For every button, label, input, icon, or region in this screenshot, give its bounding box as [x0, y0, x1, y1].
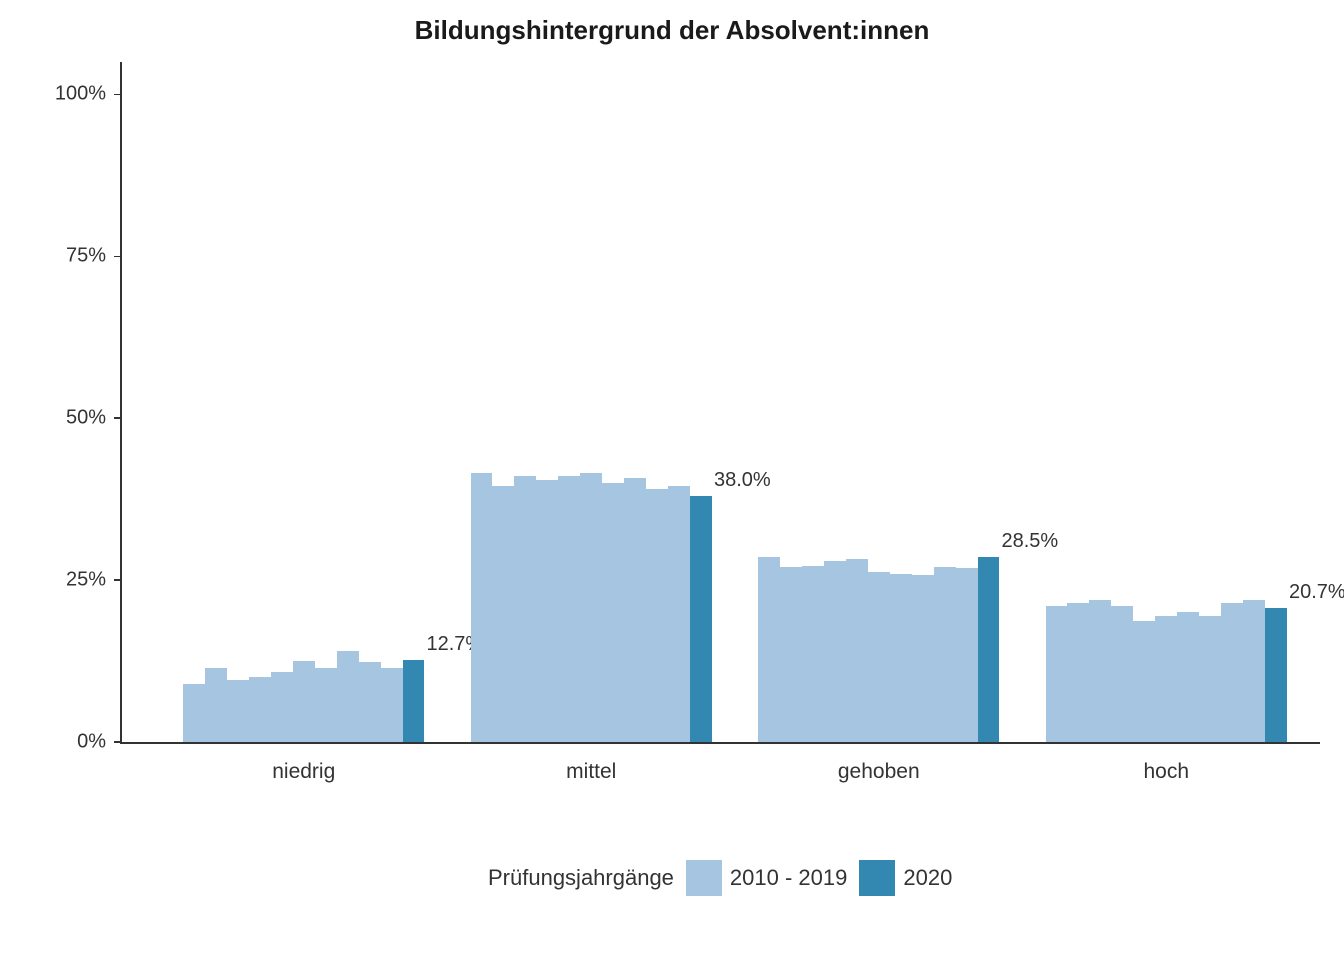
- y-axis-line: [120, 62, 122, 742]
- bar-historical: [646, 489, 668, 742]
- legend-item: 2010 - 2019: [686, 860, 847, 896]
- bar-historical: [492, 486, 514, 742]
- legend-item: 2020: [859, 860, 952, 896]
- bar-historical: [1243, 600, 1265, 742]
- chart-container: Bildungshintergrund der Absolvent:innen …: [0, 0, 1344, 960]
- legend-label: 2010 - 2019: [730, 865, 847, 891]
- bar-value-label: 38.0%: [714, 469, 771, 492]
- bar-current: [978, 557, 1000, 742]
- bar-historical: [249, 677, 271, 742]
- bar-historical: [1067, 603, 1089, 742]
- y-tick-label: 50%: [66, 407, 106, 430]
- bar-historical: [624, 478, 646, 742]
- y-tick-mark: [114, 256, 120, 258]
- plot-area: 0%25%50%75%100%12.7%niedrig38.0%mittel28…: [120, 62, 1320, 742]
- bar-historical: [602, 483, 624, 742]
- legend: Prüfungsjahrgänge 2010 - 2019 2020: [488, 860, 952, 896]
- bar-historical: [802, 566, 824, 742]
- bar-historical: [1133, 621, 1155, 742]
- bar-historical: [471, 473, 493, 742]
- bar-historical: [1111, 606, 1133, 742]
- x-tick-label: mittel: [566, 760, 616, 784]
- bar-historical: [780, 567, 802, 742]
- legend-swatch: [686, 860, 722, 896]
- legend-label: 2020: [903, 865, 952, 891]
- bar-historical: [846, 559, 868, 742]
- bar-historical: [315, 668, 337, 742]
- bar-historical: [956, 568, 978, 742]
- bar-historical: [1046, 606, 1068, 742]
- y-tick-mark: [114, 741, 120, 743]
- bar-historical: [868, 572, 890, 742]
- bar-historical: [359, 662, 381, 742]
- x-axis-line: [120, 742, 1320, 744]
- bar-historical: [1155, 616, 1177, 742]
- y-tick-label: 25%: [66, 569, 106, 592]
- bar-historical: [227, 680, 249, 742]
- bar-historical: [381, 668, 403, 742]
- bar-historical: [934, 567, 956, 742]
- legend-title: Prüfungsjahrgänge: [488, 865, 674, 891]
- legend-swatch: [859, 860, 895, 896]
- bar-historical: [1199, 616, 1221, 742]
- bar-historical: [1089, 600, 1111, 742]
- bar-historical: [668, 486, 690, 742]
- bar-historical: [514, 476, 536, 742]
- bar-historical: [536, 480, 558, 742]
- y-tick-label: 0%: [77, 731, 106, 754]
- bar-current: [690, 496, 712, 742]
- y-tick-label: 100%: [55, 83, 106, 106]
- bar-historical: [890, 574, 912, 742]
- bar-historical: [580, 473, 602, 742]
- bar-historical: [205, 668, 227, 742]
- bar-historical: [293, 661, 315, 742]
- bar-historical: [824, 561, 846, 742]
- bar-historical: [1177, 612, 1199, 742]
- bar-current: [403, 660, 425, 742]
- y-tick-mark: [114, 94, 120, 96]
- bar-historical: [758, 557, 780, 742]
- bar-historical: [1221, 603, 1243, 742]
- y-tick-label: 75%: [66, 245, 106, 268]
- bar-historical: [183, 684, 205, 742]
- bar-historical: [558, 476, 580, 742]
- y-tick-mark: [114, 417, 120, 419]
- x-tick-label: niedrig: [272, 760, 335, 784]
- bar-historical: [337, 651, 359, 742]
- y-tick-mark: [114, 579, 120, 581]
- bar-historical: [271, 672, 293, 742]
- x-tick-label: gehoben: [838, 760, 920, 784]
- bar-current: [1265, 608, 1287, 742]
- bar-value-label: 20.7%: [1289, 581, 1344, 604]
- bar-historical: [912, 575, 934, 742]
- chart-title: Bildungshintergrund der Absolvent:innen: [0, 15, 1344, 46]
- x-tick-label: hoch: [1143, 760, 1189, 784]
- bar-value-label: 28.5%: [1002, 530, 1059, 553]
